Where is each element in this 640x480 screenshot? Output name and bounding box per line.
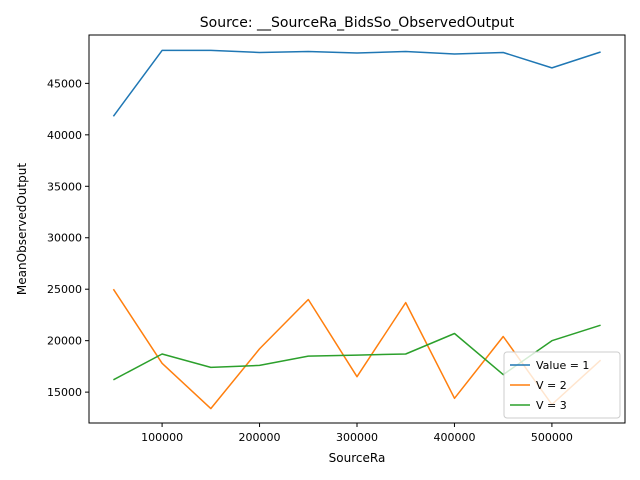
series-line-1 [112,49,601,117]
x-tick-label: 400000 [433,431,475,444]
y-tick-label: 15000 [47,386,82,399]
axes: 100000 200000 300000 400000 500000 15000 20000… [47,77,573,444]
x-tick-label: 500000 [531,431,573,444]
y-tick-label: 35000 [47,180,82,193]
legend-label: V = 3 [536,399,567,412]
y-tick-label: 20000 [47,335,82,348]
y-tick-label: 30000 [47,232,82,245]
x-tick-label: 300000 [336,431,378,444]
x-tick-label: 100000 [141,431,183,444]
legend-label: V = 2 [536,379,567,392]
y-axis-label: MeanObservedOutput [15,163,29,295]
legend-box [503,351,621,419]
y-tick-label: 45000 [47,77,82,90]
y-tick-label: 25000 [47,283,82,296]
y-tick-label: 40000 [47,129,82,142]
x-axis-label: SourceRa [329,451,386,465]
legend: Value = 1 V = 2 V = 3 [503,351,621,419]
chart-title: Source: __SourceRa_BidsSo_ObservedOutput [200,15,515,31]
x-tick-label: 200000 [239,431,281,444]
legend-label: Value = 1 [536,359,589,372]
